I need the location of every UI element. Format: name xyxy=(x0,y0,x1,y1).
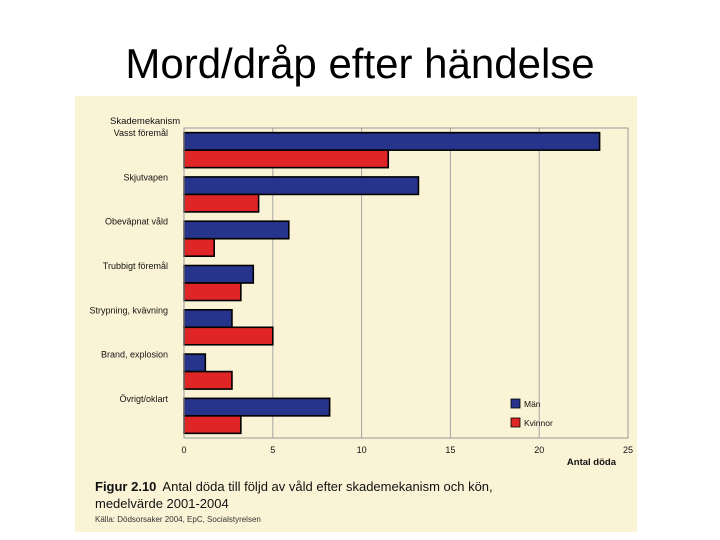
y-axis-title: Skademekanism xyxy=(110,116,180,127)
x-tick-labels: 0 5 10 15 20 25 xyxy=(181,445,633,455)
legend-swatch xyxy=(510,398,521,409)
category-label: Vasst föremål xyxy=(114,128,168,138)
plot-frame xyxy=(183,127,629,439)
caption-text-line1: Antal döda till följd av våld efter skad… xyxy=(162,479,493,494)
bars xyxy=(183,131,601,435)
x-tick-label: 15 xyxy=(445,445,455,455)
x-tick-label: 25 xyxy=(623,445,633,455)
bar-man-5 xyxy=(183,353,207,373)
legend-label: Män xyxy=(524,399,541,409)
bar-man-3 xyxy=(183,264,255,284)
category-labels: Vasst föremål Skjutvapen Obeväpnat våld Tru… xyxy=(89,128,168,404)
x-axis-title: Antal döda xyxy=(567,457,617,468)
bar-man-0 xyxy=(183,131,601,151)
legend: Män Kvinnor xyxy=(510,398,553,428)
category-label: Brand, explosion xyxy=(101,350,168,360)
source-note: Källa: Dödsorsaker 2004, EpC, Socialstyr… xyxy=(95,515,261,524)
x-tick-label: 20 xyxy=(534,445,544,455)
bar-kvinnor-2 xyxy=(183,237,215,258)
category-label: Strypning, kvävning xyxy=(89,305,168,315)
slide-title: Mord/dråp efter händelse xyxy=(125,40,595,87)
figure-number: Figur 2.10 xyxy=(95,479,157,494)
figure-panel xyxy=(75,96,637,532)
category-label: Övrigt/oklart xyxy=(119,394,168,404)
grid-lines xyxy=(272,128,540,438)
bar-kvinnor-4 xyxy=(183,326,274,346)
category-label: Obeväpnat våld xyxy=(105,217,168,227)
legend-swatch xyxy=(510,417,521,428)
caption-text-line2: medelvärde 2001-2004 xyxy=(95,496,229,511)
bar-kvinnor-0 xyxy=(183,149,390,169)
bar-kvinnor-3 xyxy=(183,282,242,302)
bar-man-6 xyxy=(183,397,331,417)
figure-caption: Figur 2.10 Antal döda till följd av våld … xyxy=(95,479,493,494)
x-tick-label: 5 xyxy=(270,445,275,455)
bar-man-1 xyxy=(183,176,420,196)
category-label: Trubbigt föremål xyxy=(103,261,168,271)
bar-kvinnor-1 xyxy=(183,193,260,213)
x-tick-label: 0 xyxy=(181,445,186,455)
category-label: Skjutvapen xyxy=(123,172,168,182)
bar-kvinnor-6 xyxy=(183,415,242,435)
bar-man-2 xyxy=(183,220,290,240)
bar-kvinnor-5 xyxy=(183,370,233,390)
x-tick-label: 10 xyxy=(357,445,367,455)
bar-man-4 xyxy=(183,308,233,329)
legend-label: Kvinnor xyxy=(524,418,553,428)
